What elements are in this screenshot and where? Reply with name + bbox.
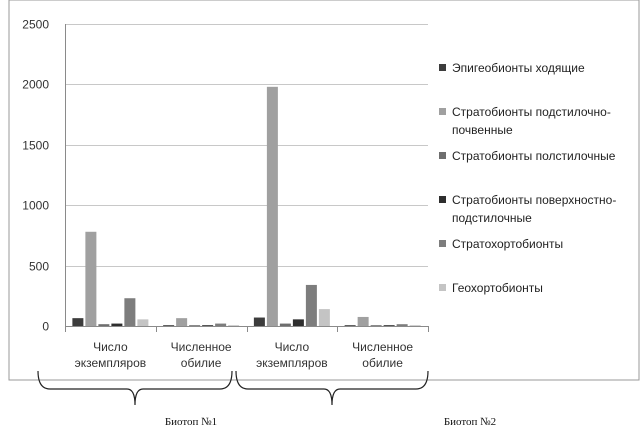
group-brace	[37, 370, 233, 406]
category-label-line: экземпляров	[75, 356, 147, 370]
category-labels: Число экземпляров Численное обилие Число экзе…	[75, 340, 414, 370]
bar	[292, 319, 304, 326]
bar	[163, 325, 175, 326]
category-label-line: обилие	[181, 356, 222, 370]
group-label: Биотоп №2	[444, 416, 496, 427]
category-label: Численное обилие	[171, 340, 232, 370]
category-label-line: Число	[93, 340, 128, 354]
legend-label: Стратобионты поверхностно-подстилочные	[452, 193, 616, 225]
y-tick-label: 1000	[22, 199, 49, 213]
legend-label: Стратобионты полстилочные	[452, 149, 616, 163]
legend-label: Геохортобионты	[452, 281, 543, 295]
legend-swatch	[439, 152, 446, 159]
y-tick-label: 1500	[22, 139, 49, 153]
legend-label-line: Стратобионты подстилочно-	[452, 105, 611, 119]
category-label: Число экземпляров	[256, 340, 328, 370]
group-labels: Биотоп №1 Биотоп №2	[165, 416, 496, 427]
bar	[85, 231, 97, 326]
legend: Эпигеобионты ходящие Стратобионты подстил…	[439, 61, 616, 295]
bar	[137, 319, 149, 326]
y-tick-label: 2500	[22, 18, 49, 32]
x-axis-ticks	[65, 326, 429, 332]
legend-swatch	[439, 284, 446, 291]
bar	[98, 324, 110, 326]
legend-swatch	[439, 108, 446, 115]
bar	[228, 325, 240, 326]
bar	[318, 309, 330, 326]
bar	[279, 323, 291, 326]
group-label: Биотоп №1	[165, 416, 217, 427]
legend-label: Эпигеобионты ходящие	[452, 61, 585, 75]
bar	[189, 325, 201, 326]
bar	[396, 324, 408, 326]
legend-label-line: Геохортобионты	[452, 281, 543, 295]
bar	[111, 323, 123, 326]
group-braces	[37, 370, 429, 406]
legend-label-line: Стратобионты поверхностно-	[452, 193, 616, 207]
category-label-line: Число	[275, 340, 310, 354]
y-tick-label: 0	[42, 320, 49, 334]
bar	[344, 325, 356, 326]
legend-swatch	[439, 64, 446, 71]
category-label: Численное обилие	[352, 340, 413, 370]
bar	[266, 86, 278, 326]
y-axis-ticks: 0 500 1000 1500 2000 2500	[22, 18, 49, 334]
bar	[176, 318, 188, 326]
bar	[305, 284, 317, 326]
category-label-line: Численное	[171, 340, 232, 354]
category-label-line: обилие	[362, 356, 403, 370]
group-brace	[235, 370, 429, 406]
legend-swatch	[439, 196, 446, 203]
bar	[383, 325, 395, 326]
legend-label-line: подстилочные	[452, 211, 532, 225]
bar	[409, 325, 421, 326]
legend-swatch	[439, 240, 446, 247]
bar	[202, 325, 214, 326]
gridlines	[65, 24, 428, 267]
legend-label: Стратобионты подстилочно-почвенные	[452, 105, 611, 137]
legend-label-line: Эпигеобионты ходящие	[452, 61, 585, 75]
bar	[215, 323, 227, 326]
bar	[124, 298, 136, 326]
bars	[72, 86, 421, 326]
legend-label: Стратохортобионты	[452, 237, 563, 251]
bar	[253, 317, 265, 326]
y-tick-label: 2000	[22, 78, 49, 92]
legend-label-line: почвенные	[452, 123, 513, 137]
bar	[72, 318, 84, 326]
category-label-line: экземпляров	[256, 356, 328, 370]
legend-label-line: Стратохортобионты	[452, 237, 563, 251]
category-label-line: Численное	[352, 340, 413, 354]
legend-label-line: Стратобионты полстилочные	[452, 149, 616, 163]
bar	[357, 316, 369, 326]
bar	[370, 325, 382, 326]
category-label: Число экземпляров	[75, 340, 147, 370]
y-tick-label: 500	[29, 260, 49, 274]
